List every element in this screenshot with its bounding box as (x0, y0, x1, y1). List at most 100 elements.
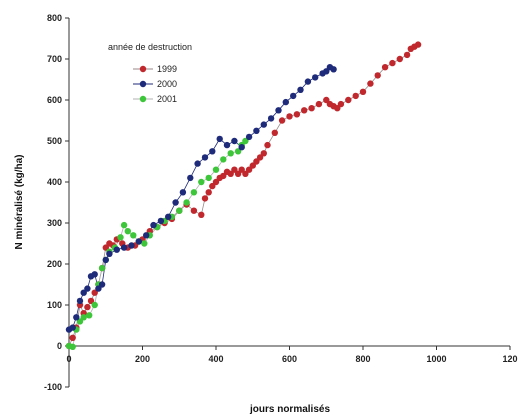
data-point-2001 (120, 221, 128, 229)
data-point-2000 (323, 68, 330, 75)
data-point-1999 (205, 189, 212, 196)
data-point-1999 (264, 141, 271, 149)
y-tick-label: 800 (47, 13, 62, 23)
legend-label-2000: 2000 (157, 79, 177, 89)
data-point-2000 (290, 92, 297, 100)
x-axis-title: jours normalisés (249, 404, 330, 415)
data-point-2001 (183, 199, 190, 206)
data-point-2001 (198, 178, 205, 186)
data-point-1999 (190, 207, 198, 214)
data-point-2001 (124, 228, 131, 235)
data-point-1999 (253, 158, 260, 165)
data-point-2000 (165, 213, 172, 220)
data-point-2000 (260, 121, 267, 128)
data-point-1999 (345, 96, 352, 104)
y-tick-label: 400 (47, 177, 62, 187)
data-point-2000 (113, 246, 121, 253)
data-point-2000 (238, 144, 245, 151)
data-point-1999 (278, 117, 286, 124)
data-point-1999 (84, 303, 91, 311)
data-point-1999 (209, 182, 216, 190)
data-point-1999 (315, 100, 323, 108)
data-point-2001 (98, 264, 106, 272)
data-point-1999 (212, 178, 220, 186)
legend-label-2001: 2001 (157, 94, 177, 104)
data-point-1999 (403, 51, 411, 59)
data-point-2000 (95, 285, 102, 292)
data-point-2000 (69, 324, 76, 331)
data-point-2000 (150, 221, 157, 229)
data-point-2000 (91, 271, 98, 278)
data-point-2000 (80, 289, 87, 296)
y-tick-label: 700 (47, 54, 62, 64)
x-tick-label: 400 (208, 354, 223, 364)
series-line-2000 (68, 66, 334, 330)
data-point-2001 (190, 189, 198, 196)
data-point-2001 (176, 207, 183, 214)
data-point-2001 (86, 312, 93, 319)
data-point-1999 (249, 162, 256, 169)
data-point-1999 (359, 88, 367, 96)
data-point-2000 (120, 244, 128, 251)
data-point-2000 (231, 137, 238, 145)
data-point-1999 (220, 172, 227, 180)
data-point-2001 (91, 301, 98, 309)
data-point-1999 (414, 41, 422, 48)
data-point-2000 (267, 115, 275, 122)
data-point-2001 (141, 240, 148, 247)
legend-marker-2000 (139, 80, 147, 88)
data-point-2001 (205, 174, 212, 182)
data-point-2000 (216, 135, 223, 143)
data-point-2000 (106, 250, 113, 257)
legend-marker-2001 (139, 95, 147, 103)
data-point-2000 (187, 174, 194, 182)
data-point-1999 (301, 107, 308, 114)
data-point-2000 (76, 297, 84, 305)
x-tick-label: 800 (355, 354, 370, 364)
data-point-1999 (69, 334, 76, 341)
data-point-2001 (242, 137, 249, 145)
data-point-2001 (220, 156, 227, 163)
data-point-2000 (102, 256, 110, 264)
x-tick-label: 200 (135, 354, 150, 364)
data-point-1999 (91, 289, 98, 296)
data-point-2000 (172, 199, 179, 206)
data-point-2000 (73, 314, 80, 321)
data-point-2000 (179, 189, 187, 196)
data-point-2001 (117, 234, 124, 241)
y-tick-label: 300 (47, 218, 62, 228)
data-point-2000 (282, 98, 289, 106)
data-point-2000 (84, 285, 91, 292)
data-point-1999 (227, 170, 234, 177)
data-point-1999 (352, 92, 359, 100)
data-point-1999 (381, 63, 389, 71)
data-point-2000 (201, 154, 209, 161)
legend: année de destruction 1999 2000 2001 (108, 42, 192, 104)
data-point-1999 (198, 211, 205, 218)
data-point-2000 (128, 242, 135, 249)
data-point-1999 (271, 129, 278, 136)
data-point-1999 (334, 105, 341, 112)
data-point-1999 (323, 96, 330, 104)
x-tick-label: 600 (282, 354, 297, 364)
data-point-2000 (297, 86, 304, 94)
data-point-1999 (256, 154, 264, 161)
data-point-2000 (275, 107, 282, 114)
data-point-1999 (242, 170, 249, 177)
data-point-2001 (76, 318, 84, 325)
data-point-2001 (227, 150, 234, 157)
y-tick-label: 600 (47, 95, 62, 105)
data-point-2000 (98, 281, 106, 288)
legend-title: année de destruction (108, 42, 192, 52)
data-point-2000 (312, 74, 319, 81)
data-point-1999 (308, 105, 315, 112)
legend-label-1999: 1999 (157, 64, 177, 74)
data-point-1999 (260, 150, 267, 157)
series-group (65, 41, 422, 350)
data-point-1999 (231, 166, 238, 173)
y-tick-label: 200 (47, 259, 62, 269)
data-point-1999 (374, 72, 381, 79)
legend-marker-1999 (139, 65, 147, 73)
data-point-2000 (135, 238, 142, 245)
